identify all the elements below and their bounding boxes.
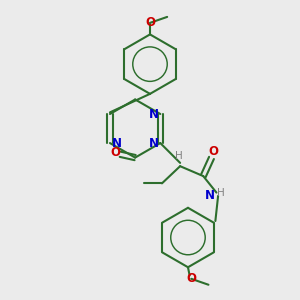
Text: O: O: [110, 146, 120, 159]
Text: N: N: [112, 136, 122, 150]
Text: O: O: [208, 146, 218, 158]
Text: H: H: [175, 151, 182, 160]
Text: N: N: [149, 136, 159, 150]
Text: O: O: [145, 16, 155, 29]
Text: N: N: [205, 189, 215, 203]
Text: N: N: [149, 107, 159, 121]
Text: O: O: [186, 272, 196, 285]
Text: H: H: [217, 188, 225, 198]
